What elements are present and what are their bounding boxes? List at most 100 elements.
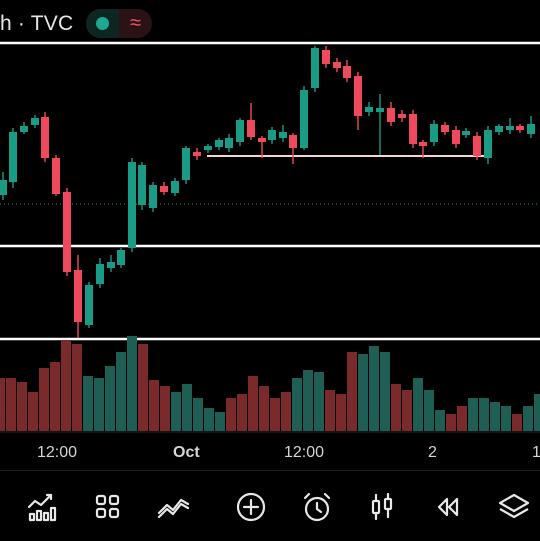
- candle-body: [289, 135, 297, 148]
- bar-chart-icon: [27, 493, 57, 522]
- volume-bar: [424, 390, 434, 431]
- candle-body: [333, 62, 341, 68]
- candle-body: [279, 132, 287, 138]
- volume-bar: [61, 340, 71, 431]
- candle-body: [236, 120, 244, 142]
- volume-bar: [435, 410, 445, 431]
- alert-button[interactable]: [297, 487, 337, 527]
- candle-body: [117, 250, 125, 265]
- volume-bar: [270, 398, 280, 431]
- candlesticks: [0, 46, 535, 338]
- volume-bar: [303, 370, 313, 431]
- candles-button[interactable]: [362, 487, 402, 527]
- volume-bar: [28, 392, 38, 431]
- volume-bar: [204, 408, 214, 431]
- volume-bar: [479, 398, 489, 431]
- volume-bar: [391, 384, 401, 431]
- candle-body: [311, 48, 319, 88]
- time-label: 12:00: [37, 444, 78, 461]
- drawing-tools-button[interactable]: [154, 487, 194, 527]
- grid-icon: [95, 494, 120, 519]
- candle-body: [462, 131, 470, 135]
- time-label: 1: [532, 444, 540, 461]
- candle-body: [300, 90, 308, 148]
- volume-bar: [501, 406, 511, 431]
- candle-body: [9, 132, 17, 182]
- candle-body: [268, 130, 276, 140]
- candle-body: [225, 138, 233, 148]
- volume-bar: [534, 394, 540, 431]
- candle-body: [85, 285, 93, 325]
- chart-type-button[interactable]: [21, 487, 61, 527]
- candle-body: [516, 126, 524, 130]
- volume-bar: [237, 394, 247, 431]
- candle-body: [138, 165, 146, 205]
- time-label: 12:00: [284, 444, 325, 461]
- candle-body: [74, 270, 82, 322]
- indicators-button[interactable]: [88, 487, 128, 527]
- candle-body: [0, 180, 7, 195]
- volume-bar: [314, 372, 324, 431]
- candle-body: [506, 126, 514, 130]
- candle-body: [128, 162, 136, 248]
- market-status-toggle[interactable]: ≈: [86, 9, 152, 38]
- volume-bar: [413, 378, 423, 431]
- volume-bar: [512, 414, 522, 431]
- candle-body: [430, 124, 438, 142]
- price-chart[interactable]: [0, 0, 540, 470]
- volume-bar: [446, 414, 456, 431]
- volume-bar: [83, 376, 93, 431]
- candle-body: [171, 181, 179, 193]
- candle-body: [96, 264, 104, 284]
- candlestick-icon: [371, 492, 393, 521]
- candle-body: [182, 148, 190, 180]
- volume-bar: [0, 378, 5, 431]
- layers-icon: [498, 493, 530, 519]
- volume-bar: [50, 362, 60, 431]
- volume-bar: [215, 412, 225, 431]
- add-button[interactable]: [231, 487, 271, 527]
- volume-bar: [226, 398, 236, 431]
- candle-body: [365, 107, 373, 112]
- candle-body: [452, 130, 460, 144]
- waves-icon[interactable]: ≈: [119, 9, 152, 38]
- volume-bar: [457, 406, 467, 431]
- volume-bar: [523, 406, 533, 431]
- volume-bar: [281, 392, 291, 431]
- volume-bar: [127, 336, 137, 431]
- alarm-clock-icon: [303, 492, 331, 522]
- volume-bar: [160, 386, 170, 431]
- symbol-label[interactable]: h · TVC: [0, 12, 74, 35]
- candle-body: [41, 117, 49, 158]
- time-label: 2: [428, 444, 437, 461]
- candle-body: [527, 124, 535, 134]
- market-open-indicator[interactable]: [86, 9, 119, 38]
- volume-bar: [17, 382, 27, 431]
- time-label: Oct: [173, 444, 200, 461]
- volume-bar: [171, 392, 181, 431]
- chart-header: h · TVC ≈: [0, 0, 540, 44]
- candle-body: [215, 140, 223, 147]
- volume-bar: [39, 368, 49, 431]
- volume-bars: [0, 336, 540, 431]
- candle-body: [441, 125, 449, 132]
- candle-body: [160, 186, 168, 192]
- candle-body: [52, 158, 60, 194]
- volume-bar: [6, 378, 16, 431]
- candle-body: [419, 142, 427, 146]
- candle-body: [343, 66, 351, 78]
- candle-body: [484, 130, 492, 158]
- layers-button[interactable]: [494, 487, 534, 527]
- candle-body: [387, 108, 395, 122]
- plus-circle-icon: [236, 492, 266, 522]
- candle-body: [107, 262, 115, 268]
- candle-body: [322, 50, 330, 64]
- replay-button[interactable]: [428, 487, 468, 527]
- candle-body: [495, 126, 503, 132]
- rewind-icon: [437, 497, 459, 517]
- volume-bar: [193, 398, 203, 431]
- candle-body: [20, 126, 28, 132]
- candle-body: [193, 152, 201, 156]
- candle-body: [354, 76, 362, 116]
- candle-body: [258, 138, 266, 142]
